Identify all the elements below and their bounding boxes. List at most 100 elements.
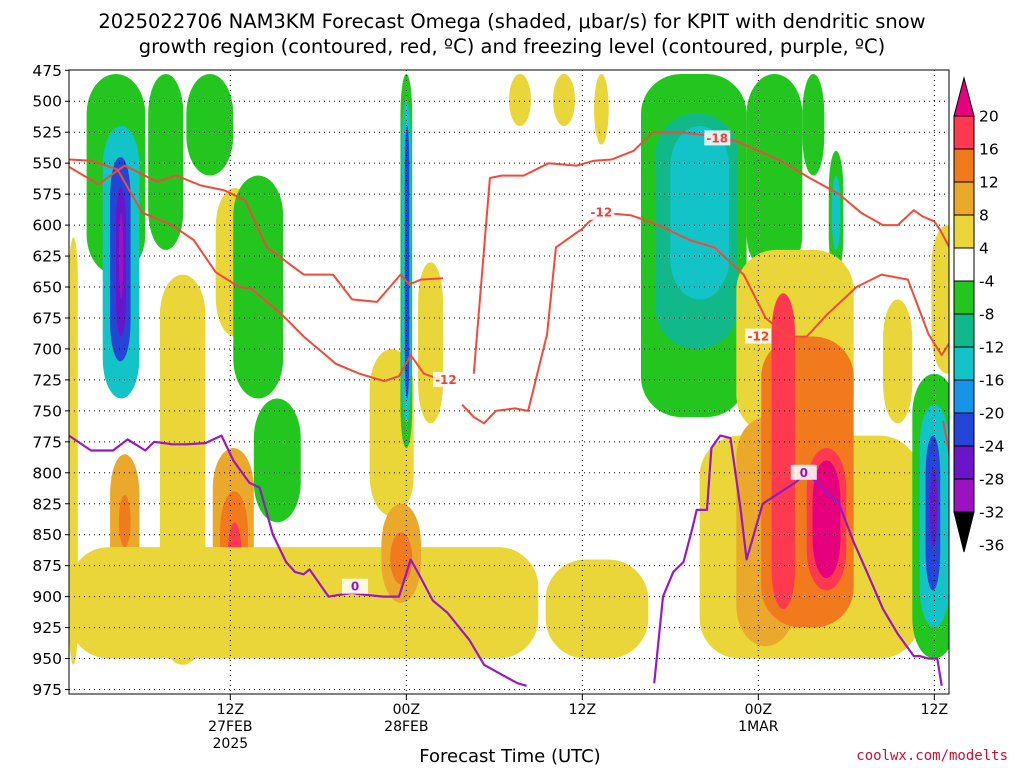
y-tick-label: 875 [32, 557, 62, 575]
omega-region [929, 466, 938, 548]
colorbar-swatch [953, 247, 975, 282]
colorbar-top-arrow [953, 76, 975, 117]
colorbar-swatch [953, 445, 975, 480]
colorbar-swatch [953, 148, 975, 183]
omega-region [812, 460, 841, 579]
omega-region [594, 74, 609, 145]
terrain-fill [69, 696, 1022, 707]
contour-label: -12 [435, 373, 457, 387]
source-credit: coolwx.com/modelts [856, 748, 1008, 764]
colorbar-label: -16 [979, 372, 1004, 390]
x-axis-title: Forecast Time (UTC) [419, 746, 600, 767]
contour-label: -12 [591, 206, 613, 220]
contour-label-bg [790, 464, 817, 480]
y-tick-label: 725 [32, 371, 62, 389]
colorbar: 20 16 12 8 4 -4 -8 -12 -16 -20 -24 -28 -32 -36 [953, 76, 1004, 555]
colorbar-swatch [953, 280, 975, 315]
colorbar-label: -24 [979, 438, 1004, 456]
dgz-contour-line [69, 164, 444, 303]
y-tick-label: 800 [32, 464, 62, 482]
y-tick-label: 950 [32, 650, 62, 668]
x-tick-label: 00Z [393, 702, 420, 718]
contour-label: 0 [351, 580, 359, 594]
x-tick-label: 00Z [745, 702, 772, 718]
y-tick-label: 825 [32, 495, 62, 513]
colorbar-swatch [953, 478, 975, 513]
freezing-level-line [69, 434, 527, 687]
ground-layer [69, 696, 1022, 707]
chart-title-line1: 2025022706 NAM3KM Forecast Omega (shaded… [98, 10, 925, 33]
colorbar-label: 4 [979, 240, 989, 258]
colorbar-swatch [953, 313, 975, 348]
y-tick-label: 700 [32, 340, 62, 358]
y-tick-label: 575 [32, 186, 62, 204]
y-tick-label: 475 [32, 62, 62, 80]
freezing-level-contours [69, 434, 943, 687]
y-tick-label: 775 [32, 433, 62, 451]
omega-region [186, 74, 234, 176]
y-tick-label: 500 [32, 93, 62, 111]
omega-region [553, 74, 575, 127]
y-axis: 475 500 525 550 575 600 625 650 675 700 725 750 775 8… [32, 62, 69, 699]
colorbar-swatch [953, 412, 975, 447]
dgz-contour-line [717, 137, 949, 249]
colorbar-label: -28 [979, 471, 1004, 489]
omega-region [883, 299, 913, 424]
omega-region [418, 262, 443, 424]
freezing-level-line [653, 434, 943, 686]
omega-region [118, 495, 131, 548]
contour-label-bg [704, 130, 731, 146]
dgz-contour-line [472, 131, 718, 374]
omega-region [390, 532, 413, 585]
colorbar-label: 20 [979, 108, 999, 126]
chart-title-line2: growth region (contoured, red, ºC) and f… [139, 35, 886, 58]
contour-labels: -18 -12 -12 -18 -12 0 0 [0, 130, 817, 594]
colorbar-label: -36 [979, 537, 1004, 555]
omega-region [545, 559, 649, 659]
x-tick-label: 2025 [213, 736, 249, 752]
dendritic-growth-contours [69, 131, 949, 457]
colorbar-label: 8 [979, 207, 989, 225]
colorbar-swatch [953, 181, 975, 216]
plot-frame [68, 69, 950, 695]
contour-label: 0 [800, 466, 808, 480]
y-tick-label: 900 [32, 588, 62, 606]
colorbar-swatch [953, 214, 975, 249]
contour-label-bg [342, 578, 368, 594]
colorbar-label: -20 [979, 405, 1004, 423]
colorbar-swatch [953, 346, 975, 381]
contour-label-bg [745, 328, 772, 344]
dgz-contour-line [601, 211, 949, 357]
grid-layer [69, 70, 949, 694]
y-tick-label: 975 [32, 681, 62, 699]
omega-region [670, 126, 729, 300]
y-tick-label: 600 [32, 217, 62, 235]
x-tick-label: 27FEB [208, 719, 252, 735]
contour-label-bg [0, 279, 3, 295]
y-tick-label: 625 [32, 248, 62, 266]
y-tick-label: 750 [32, 402, 62, 420]
omega-region [118, 212, 124, 300]
colorbar-bottom-arrow [953, 511, 975, 553]
dgz-contour-line [461, 211, 602, 425]
colorbar-label: 12 [979, 174, 999, 192]
omega-region [233, 175, 284, 399]
colorbar-label: 16 [979, 141, 999, 159]
colorbar-label: -32 [979, 504, 1004, 522]
colorbar-swatch [953, 379, 975, 414]
y-tick-label: 650 [32, 279, 62, 297]
x-tick-label: 28FEB [384, 719, 428, 735]
x-tick-label: 12Z [217, 702, 244, 718]
omega-region [931, 225, 949, 374]
x-tick-label: 1MAR [738, 719, 779, 735]
contour-label: -18 [0, 280, 1, 294]
omega-region [771, 293, 795, 610]
plot-area [69, 70, 1022, 707]
omega-region [262, 410, 279, 436]
colorbar-swatch [953, 115, 975, 150]
y-tick-label: 850 [32, 526, 62, 544]
omega-region [69, 237, 78, 665]
omega-shading-layer [69, 74, 949, 665]
